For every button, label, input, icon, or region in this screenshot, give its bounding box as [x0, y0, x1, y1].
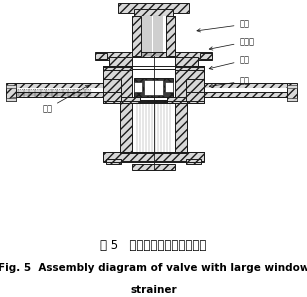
- Text: 图 5   大窗口滤网阀装配示意图: 图 5 大窗口滤网阀装配示意图: [100, 239, 207, 252]
- Bar: [6, 85, 16, 88]
- Bar: [103, 92, 121, 102]
- Text: Fig. 5  Assembly diagram of valve with large window: Fig. 5 Assembly diagram of valve with la…: [0, 263, 307, 273]
- Bar: [144, 80, 163, 95]
- Bar: [103, 152, 204, 161]
- Bar: [166, 16, 175, 56]
- Bar: [134, 82, 142, 91]
- Bar: [12, 83, 103, 89]
- Bar: [134, 9, 173, 18]
- Bar: [6, 98, 16, 101]
- Bar: [167, 97, 187, 103]
- Bar: [204, 92, 287, 97]
- Bar: [134, 78, 173, 97]
- Bar: [132, 164, 175, 170]
- Bar: [95, 53, 107, 59]
- Bar: [103, 66, 204, 103]
- Text: strainer: strainer: [130, 285, 177, 295]
- Bar: [103, 66, 132, 102]
- Text: 阀座: 阀座: [209, 77, 250, 88]
- Bar: [186, 159, 201, 165]
- Bar: [132, 57, 175, 69]
- Bar: [103, 67, 204, 70]
- Bar: [204, 89, 287, 92]
- Bar: [103, 100, 204, 103]
- Text: 阀杆: 阀杆: [197, 20, 250, 32]
- Bar: [118, 4, 189, 13]
- Bar: [287, 85, 297, 88]
- Bar: [175, 66, 204, 102]
- Bar: [6, 83, 16, 102]
- Bar: [204, 83, 287, 97]
- Bar: [132, 102, 175, 153]
- Bar: [12, 89, 103, 92]
- Bar: [103, 79, 121, 93]
- Bar: [120, 102, 187, 153]
- Bar: [153, 82, 160, 91]
- Bar: [165, 82, 173, 91]
- Bar: [200, 53, 212, 59]
- Bar: [106, 159, 121, 165]
- Bar: [186, 79, 204, 93]
- Bar: [132, 16, 141, 56]
- Text: 滤网: 滤网: [42, 85, 89, 113]
- Bar: [141, 16, 166, 56]
- Bar: [287, 83, 297, 102]
- Bar: [109, 57, 198, 69]
- Text: 蒸汽室: 蒸汽室: [209, 37, 255, 50]
- Bar: [120, 97, 140, 103]
- Bar: [186, 92, 204, 102]
- Bar: [204, 83, 287, 89]
- Text: 阀头: 阀头: [209, 56, 250, 69]
- Bar: [120, 101, 187, 153]
- Bar: [12, 92, 103, 97]
- Bar: [287, 98, 297, 101]
- Bar: [103, 152, 204, 162]
- Bar: [95, 52, 212, 60]
- Bar: [132, 16, 175, 56]
- Bar: [12, 83, 103, 97]
- Bar: [132, 69, 175, 100]
